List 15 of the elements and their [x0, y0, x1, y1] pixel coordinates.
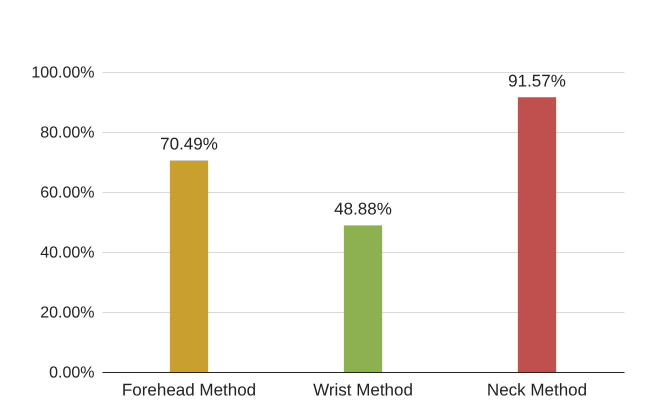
x-tick-label: Wrist Method [313, 380, 413, 400]
y-tick-label: 20.00% [40, 304, 94, 322]
x-tick-label: Forehead Method [122, 380, 256, 400]
y-tick-label: 40.00% [40, 244, 94, 262]
data-label: 70.49% [160, 134, 218, 154]
y-tick-label: 0.00% [49, 364, 94, 382]
bar [170, 160, 208, 372]
bar [344, 225, 382, 372]
bar [518, 97, 556, 372]
y-tick-label: 60.00% [40, 184, 94, 202]
y-tick-label: 100.00% [31, 64, 94, 82]
y-tick-label: 80.00% [40, 124, 94, 142]
x-tick-label: Neck Method [486, 380, 588, 400]
data-label: 91.57% [508, 71, 566, 90]
data-label: 48.88% [334, 199, 392, 218]
